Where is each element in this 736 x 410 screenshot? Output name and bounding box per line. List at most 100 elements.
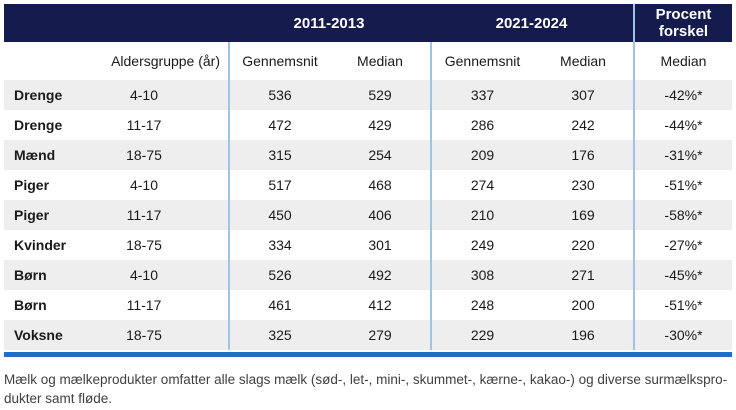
column-separator bbox=[228, 170, 230, 200]
row-spacer bbox=[198, 320, 228, 350]
avg-2021-cell: 248 bbox=[470, 297, 495, 313]
row-group-label: Piger bbox=[14, 207, 50, 223]
row-age-cell: 11-17 bbox=[126, 117, 162, 133]
avg-2011-cell: 450 bbox=[268, 207, 292, 223]
median-2011-cell: 529 bbox=[368, 87, 392, 103]
column-separator bbox=[228, 260, 230, 290]
diff-cell: -58%* bbox=[664, 207, 703, 223]
row-spacer bbox=[198, 200, 228, 230]
row-group-label: Børn bbox=[14, 267, 47, 283]
column-separator bbox=[430, 110, 432, 140]
table-row: Børn 4-10 526 492 308 271 -45%* bbox=[4, 260, 732, 290]
row-age-cell: 11-17 bbox=[126, 297, 162, 313]
avg-2021-cell: 229 bbox=[470, 327, 495, 343]
median-2011-cell: 406 bbox=[368, 207, 392, 223]
table-row: Drenge 11-17 472 429 286 242 -44%* bbox=[4, 110, 732, 140]
median-2021-cell: 176 bbox=[571, 147, 595, 163]
median-2021-column-header: Median bbox=[560, 53, 606, 69]
diff-cell: -45%* bbox=[664, 267, 703, 283]
median-2021-cell: 242 bbox=[571, 117, 595, 133]
row-group-label: Mænd bbox=[14, 147, 56, 163]
row-group-label: Drenge bbox=[14, 117, 63, 133]
avg-2021-column-header: Gennemsnit bbox=[444, 53, 521, 69]
percent-difference-header-line2: forskel bbox=[658, 23, 709, 40]
column-separator bbox=[430, 170, 432, 200]
row-group-label: Kvinder bbox=[14, 237, 67, 253]
avg-2021-cell: 209 bbox=[470, 147, 495, 163]
median-2021-cell: 169 bbox=[571, 207, 595, 223]
column-separator bbox=[633, 80, 635, 110]
column-separator bbox=[228, 200, 230, 230]
row-spacer bbox=[198, 260, 228, 290]
median-2011-column-header: Median bbox=[357, 53, 403, 69]
row-spacer bbox=[198, 230, 228, 260]
table-row: Drenge 4-10 536 529 337 307 -42%* bbox=[4, 80, 732, 110]
table-row: Mænd 18-75 315 254 209 176 -31%* bbox=[4, 140, 732, 170]
column-separator bbox=[228, 230, 230, 260]
column-separator bbox=[430, 320, 432, 350]
avg-2011-cell: 517 bbox=[268, 177, 292, 193]
diff-cell: -30%* bbox=[664, 327, 703, 343]
median-2021-cell: 230 bbox=[571, 177, 595, 193]
median-2021-cell: 220 bbox=[571, 237, 595, 253]
avg-2021-cell: 249 bbox=[470, 237, 495, 253]
median-2011-cell: 279 bbox=[368, 327, 392, 343]
row-group-label: Piger bbox=[14, 177, 50, 193]
row-spacer bbox=[198, 290, 228, 320]
avg-2011-cell: 334 bbox=[268, 237, 292, 253]
column-separator bbox=[228, 140, 230, 170]
median-2021-cell: 307 bbox=[571, 87, 595, 103]
avg-2011-cell: 526 bbox=[268, 267, 292, 283]
footnote-line2: dukter samt fløde. bbox=[4, 391, 113, 406]
column-separator bbox=[430, 290, 432, 320]
median-2021-cell: 196 bbox=[571, 327, 595, 343]
column-separator bbox=[430, 42, 432, 80]
column-separator bbox=[430, 260, 432, 290]
row-group-label: Voksne bbox=[14, 327, 63, 343]
table-row: Børn 11-17 461 412 248 200 -51%* bbox=[4, 290, 732, 320]
table-row: Piger 11-17 450 406 210 169 -58%* bbox=[4, 200, 732, 230]
median-2011-cell: 254 bbox=[368, 147, 392, 163]
column-header-row: Aldersgruppe (år) Gennemsnit Median Genn… bbox=[4, 42, 732, 80]
row-spacer bbox=[198, 170, 228, 200]
table-row: Voksne 18-75 325 279 229 196 -30%* bbox=[4, 320, 732, 350]
diff-cell: -27%* bbox=[664, 237, 703, 253]
column-separator bbox=[430, 80, 432, 110]
column-separator bbox=[633, 42, 635, 80]
column-separator bbox=[430, 200, 432, 230]
column-separator bbox=[228, 42, 230, 80]
median-2021-cell: 200 bbox=[571, 297, 595, 313]
row-spacer bbox=[198, 140, 228, 170]
column-separator bbox=[633, 170, 635, 200]
row-age-cell: 18-75 bbox=[126, 237, 162, 253]
table-row: Piger 4-10 517 468 274 230 -51%* bbox=[4, 170, 732, 200]
row-age-cell: 4-10 bbox=[129, 177, 159, 193]
avg-2021-cell: 337 bbox=[470, 87, 495, 103]
avg-2011-cell: 315 bbox=[268, 147, 292, 163]
diff-cell: -44%* bbox=[664, 117, 703, 133]
table-footnote: Mælk og mælkeprodukter omfatter alle sla… bbox=[4, 370, 730, 408]
column-separator bbox=[633, 230, 635, 260]
diff-cell: -51%* bbox=[664, 297, 703, 313]
avg-2021-cell: 210 bbox=[470, 207, 495, 223]
diff-cell: -42%* bbox=[664, 87, 703, 103]
avg-2011-cell: 325 bbox=[268, 327, 292, 343]
column-separator bbox=[228, 320, 230, 350]
row-age-cell: 18-75 bbox=[126, 327, 162, 343]
row-spacer bbox=[198, 110, 228, 140]
column-separator bbox=[633, 110, 635, 140]
column-separator bbox=[633, 140, 635, 170]
column-separator bbox=[228, 110, 230, 140]
avg-2011-column-header: Gennemsnit bbox=[242, 53, 318, 69]
column-separator bbox=[228, 80, 230, 110]
median-2011-cell: 429 bbox=[368, 117, 392, 133]
column-separator bbox=[633, 290, 635, 320]
row-age-cell: 4-10 bbox=[129, 267, 159, 283]
median-2011-cell: 301 bbox=[368, 237, 392, 253]
age-group-column-header: Aldersgruppe (år) bbox=[111, 53, 220, 69]
avg-2011-cell: 472 bbox=[268, 117, 292, 133]
median-2011-cell: 468 bbox=[368, 177, 392, 193]
column-separator bbox=[633, 320, 635, 350]
row-age-cell: 18-75 bbox=[126, 147, 162, 163]
